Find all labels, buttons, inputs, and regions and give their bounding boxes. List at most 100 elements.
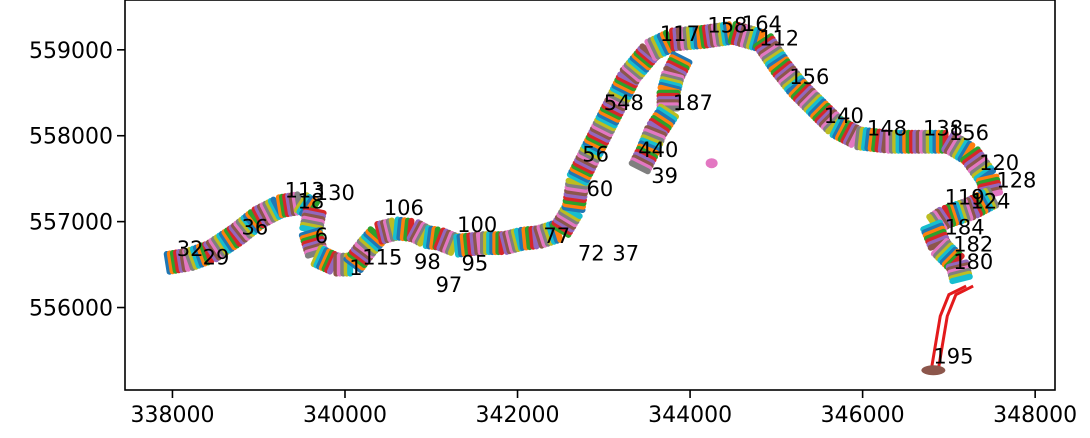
- data-point: [810, 100, 829, 120]
- data-point: [763, 48, 785, 65]
- data-point: [302, 206, 327, 217]
- data-point: [629, 55, 650, 73]
- data-point: [935, 242, 954, 262]
- data-point: [780, 70, 801, 88]
- data-point: [466, 232, 474, 257]
- data-point: [641, 131, 665, 144]
- data-point: [285, 192, 294, 217]
- data-point: [203, 241, 220, 263]
- data-point: [245, 211, 263, 232]
- data-point: [571, 163, 594, 178]
- point-label: 32: [177, 237, 204, 261]
- data-point: [576, 151, 600, 166]
- data-point: [469, 232, 478, 257]
- data-point: [288, 192, 298, 217]
- data-point: [792, 83, 812, 103]
- data-point: [968, 194, 983, 217]
- data-point: [436, 228, 450, 252]
- data-point: [633, 151, 656, 166]
- data-point: [545, 221, 558, 245]
- data-point: [652, 112, 674, 129]
- point-label: 138: [923, 117, 963, 141]
- data-point: [551, 219, 573, 236]
- y-tick-label: 556000: [29, 297, 113, 322]
- data-point: [524, 226, 533, 251]
- data-point: [588, 128, 611, 143]
- data-point: [604, 97, 627, 112]
- data-point: [176, 249, 185, 273]
- data-point: [933, 240, 952, 259]
- data-point: [922, 225, 946, 239]
- point-label: 77: [543, 224, 570, 248]
- point-label: 100: [457, 213, 497, 237]
- data-point: [566, 171, 589, 186]
- point-label: 187: [673, 91, 713, 115]
- data-point: [278, 193, 288, 218]
- data-point: [650, 35, 665, 58]
- data-point: [301, 235, 325, 248]
- data-point: [599, 105, 623, 120]
- data-point: [925, 231, 948, 245]
- data-point: [698, 25, 708, 49]
- data-point: [462, 232, 471, 257]
- data-point: [628, 160, 651, 175]
- data-point: [736, 23, 748, 47]
- data-point: [361, 233, 381, 252]
- data-point: [719, 22, 729, 46]
- data-point: [820, 111, 840, 131]
- point-label: 130: [315, 181, 355, 205]
- data-point: [585, 134, 608, 149]
- data-point: [163, 250, 173, 275]
- data-point: [754, 35, 776, 52]
- point-label: 119: [945, 185, 985, 209]
- data-point: [592, 120, 615, 135]
- data-point: [770, 58, 791, 76]
- data-point: [776, 65, 797, 83]
- data-point: [533, 225, 545, 249]
- data-point: [975, 173, 1000, 184]
- data-point: [579, 145, 602, 160]
- data-point: [695, 25, 704, 50]
- data-point: [542, 222, 555, 246]
- data-point: [941, 248, 961, 268]
- data-point: [633, 50, 654, 68]
- data-point: [675, 26, 684, 51]
- data-point: [343, 256, 364, 273]
- data-point: [572, 160, 595, 175]
- data-point: [814, 104, 834, 124]
- data-point: [631, 52, 652, 71]
- data-point: [627, 57, 648, 75]
- data-point: [958, 199, 971, 223]
- data-point: [584, 137, 607, 152]
- data-point: [864, 127, 873, 152]
- data-point: [772, 60, 793, 79]
- data-point: [832, 117, 847, 140]
- data-point: [765, 51, 786, 68]
- data-point: [553, 217, 575, 233]
- data-point: [610, 85, 633, 100]
- data-point: [172, 249, 182, 274]
- data-point: [556, 211, 578, 228]
- data-point: [722, 21, 732, 46]
- data-point: [766, 53, 788, 70]
- point-label: 106: [384, 196, 424, 220]
- data-point: [296, 193, 313, 215]
- data-point: [521, 226, 530, 251]
- data-point: [208, 237, 225, 259]
- data-point: [300, 218, 325, 229]
- data-point: [399, 217, 408, 242]
- data-point: [977, 179, 1001, 190]
- data-point: [957, 140, 973, 163]
- point-label: 440: [638, 138, 678, 162]
- data-point: [562, 197, 587, 207]
- data-point: [644, 38, 659, 61]
- data-point: [559, 206, 582, 222]
- data-point: [186, 246, 199, 270]
- data-point: [262, 200, 277, 223]
- data-point: [439, 229, 452, 253]
- data-point: [752, 33, 774, 50]
- point-label: 98: [414, 250, 441, 274]
- data-point: [920, 219, 943, 233]
- data-point: [594, 117, 617, 132]
